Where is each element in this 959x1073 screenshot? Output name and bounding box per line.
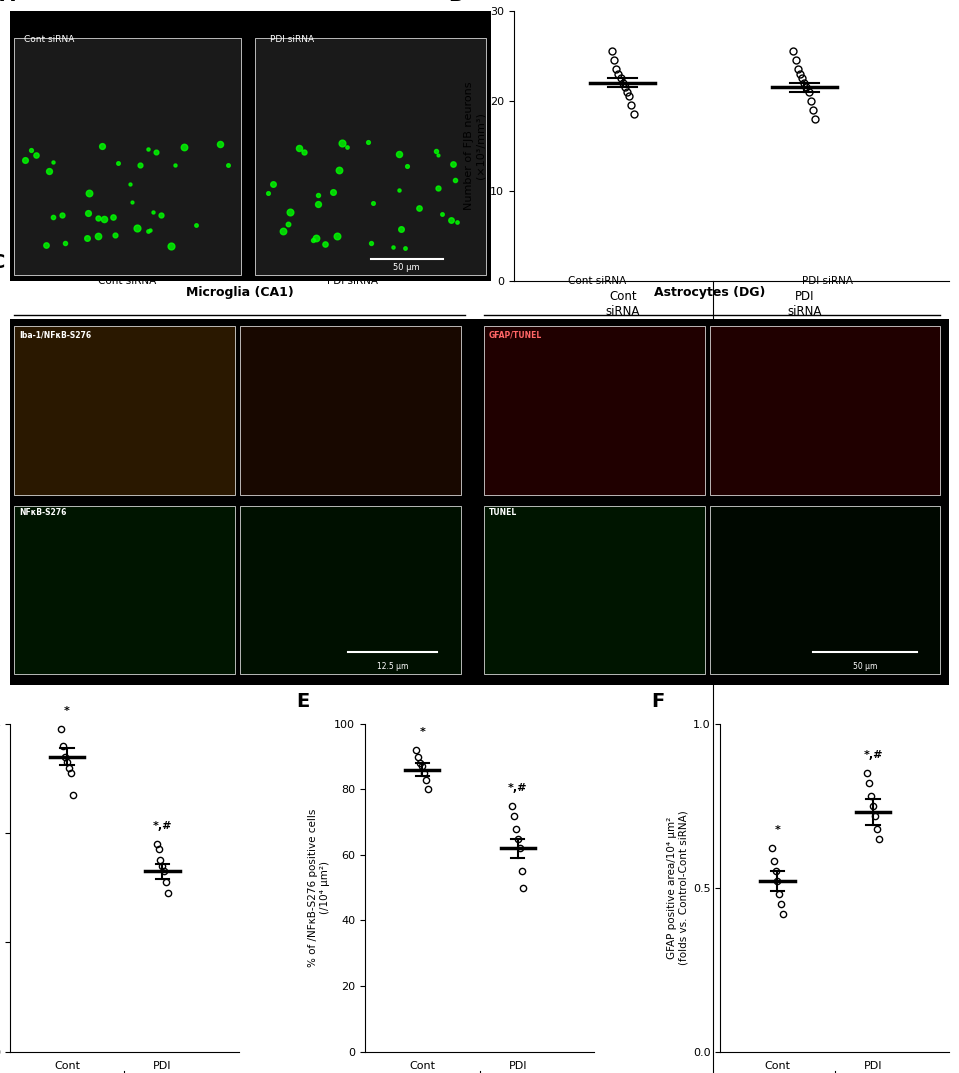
Bar bbox=[240, 505, 460, 674]
Bar bbox=[710, 326, 940, 495]
Bar bbox=[484, 505, 705, 674]
Bar bbox=[710, 505, 940, 674]
Text: FJB (CA1): FJB (CA1) bbox=[217, 19, 284, 32]
Y-axis label: Number of FJB neurons
(×10³/mm³): Number of FJB neurons (×10³/mm³) bbox=[464, 82, 486, 210]
Text: Cont siRNA: Cont siRNA bbox=[98, 276, 156, 286]
Text: Microglia (CA1): Microglia (CA1) bbox=[186, 286, 293, 299]
Text: Cont siRNA: Cont siRNA bbox=[568, 276, 626, 286]
Text: TUNEL: TUNEL bbox=[489, 508, 517, 517]
Text: C: C bbox=[0, 252, 5, 271]
Text: F: F bbox=[651, 692, 665, 710]
Text: *: * bbox=[775, 825, 781, 835]
Text: PDI siRNA: PDI siRNA bbox=[802, 276, 853, 286]
Text: *,#: *,# bbox=[863, 750, 882, 760]
Text: *,#: *,# bbox=[152, 821, 173, 831]
Bar bbox=[14, 38, 241, 275]
Text: *,#: *,# bbox=[508, 782, 527, 793]
Text: 50 μm: 50 μm bbox=[853, 662, 877, 671]
Text: NFκB-S276: NFκB-S276 bbox=[19, 508, 66, 517]
Bar bbox=[14, 505, 235, 674]
Text: 12.5 μm: 12.5 μm bbox=[377, 662, 409, 671]
Text: Astrocytes (DG): Astrocytes (DG) bbox=[654, 286, 765, 299]
Text: Cont siRNA: Cont siRNA bbox=[24, 35, 75, 44]
Text: 50 μm: 50 μm bbox=[393, 263, 420, 271]
Text: B: B bbox=[449, 0, 463, 5]
Text: *: * bbox=[64, 706, 70, 717]
Text: E: E bbox=[296, 692, 310, 710]
Y-axis label: GFAP positive area/10⁴ μm²
(folds vs. Control-Cont siRNA): GFAP positive area/10⁴ μm² (folds vs. Co… bbox=[667, 810, 689, 965]
Bar bbox=[240, 326, 460, 495]
Text: A: A bbox=[0, 0, 15, 5]
Bar bbox=[484, 326, 705, 495]
Text: PDI siRNA: PDI siRNA bbox=[327, 276, 378, 286]
Text: Iba-1/NFκB-S276: Iba-1/NFκB-S276 bbox=[19, 330, 91, 339]
Bar bbox=[14, 326, 235, 495]
Text: PDI siRNA: PDI siRNA bbox=[269, 35, 314, 44]
Y-axis label: % of /NFκB-S276 positive cells
(/10⁴ μm²): % of /NFκB-S276 positive cells (/10⁴ μm²… bbox=[309, 809, 330, 967]
Bar bbox=[255, 38, 486, 275]
Text: GFAP/TUNEL: GFAP/TUNEL bbox=[489, 330, 542, 339]
Text: *: * bbox=[419, 727, 425, 737]
